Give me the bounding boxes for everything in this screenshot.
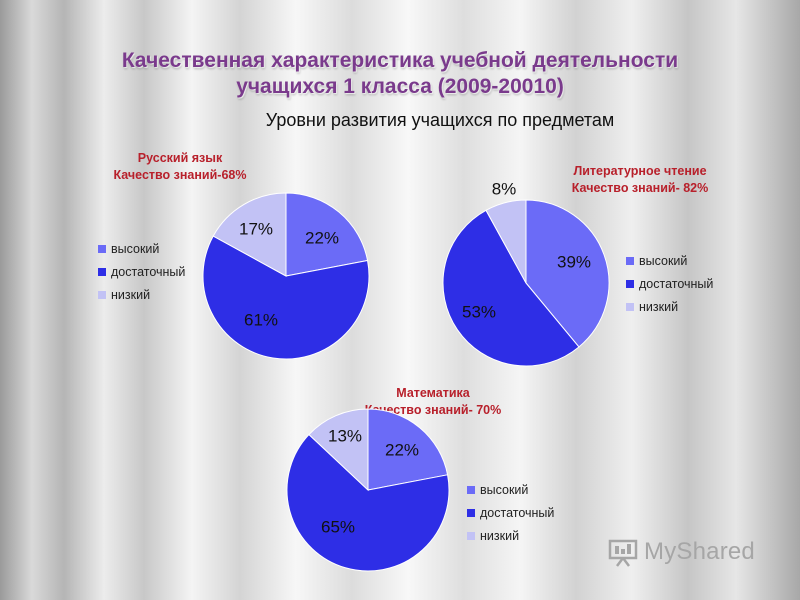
chart-3-quality: Качество знаний- 70% — [364, 403, 502, 417]
page-subtitle: Уровни развития учащихся по предметам — [265, 110, 615, 130]
legend-item-low: низкий — [467, 524, 554, 547]
chart-2-subject: Литературное чтение — [573, 164, 707, 178]
legend-item-low: низкий — [98, 283, 185, 306]
legend-label: низкий — [639, 299, 679, 314]
pie-chart-literary-reading: 39% 53% 8% — [442, 179, 610, 367]
chart-1-subject: Русский язык — [137, 151, 223, 165]
legend-label: высокий — [111, 241, 160, 256]
title-line-1: Качественная характеристика учебной деят… — [121, 49, 679, 72]
legend-item-low: низкий — [626, 295, 713, 318]
legend-label: достаточный — [639, 276, 714, 291]
chart-1-quality: Качество знаний-68% — [113, 168, 247, 182]
pie-slice-low — [212, 192, 287, 277]
watermark: MyShared — [608, 537, 755, 567]
data-label-sufficient: 53% — [462, 302, 496, 321]
data-label-high: 22% — [385, 440, 419, 459]
data-label-low: 17% — [239, 219, 273, 238]
pie-slice-sufficient — [286, 433, 450, 572]
legend-item-sufficient: достаточный — [98, 260, 185, 283]
legend-swatch-sufficient — [626, 279, 634, 288]
chart-2-legend: высокий достаточный низкий — [626, 249, 713, 318]
pie-slice-high — [367, 408, 449, 491]
data-label-high: 39% — [557, 252, 591, 271]
pie-slice-high — [285, 192, 369, 277]
legend-item-high: высокий — [98, 237, 185, 260]
pie-slice-high — [525, 199, 610, 348]
legend-label: достаточный — [480, 505, 555, 520]
legend-swatch-sufficient — [467, 508, 475, 517]
pie-slice-sufficient — [442, 209, 580, 367]
watermark-text: MyShared — [644, 538, 755, 565]
legend-item-high: высокий — [467, 478, 554, 501]
chart-1-title: Русский язык Качество знаний-68% — [80, 150, 280, 184]
legend-swatch-sufficient — [98, 267, 106, 276]
chart-3-legend: высокий достаточный низкий — [467, 478, 554, 547]
legend-label: низкий — [480, 528, 520, 543]
legend-swatch-low — [467, 531, 475, 540]
legend-swatch-low — [98, 290, 106, 299]
title-line-2: учащихся 1 класса (2009-20010) — [236, 75, 564, 98]
data-label-low: 8% — [492, 179, 517, 198]
pie-chart-russian: 22% 61% 17% — [202, 192, 370, 360]
legend-swatch-high — [626, 256, 634, 265]
legend-label: низкий — [111, 287, 151, 302]
data-label-low: 13% — [328, 426, 362, 445]
legend-item-sufficient: достаточный — [467, 501, 554, 524]
legend-swatch-high — [467, 485, 475, 494]
pie-chart-mathematics: 22% 65% 13% — [286, 408, 450, 572]
legend-swatch-low — [626, 302, 634, 311]
data-label-sufficient: 61% — [244, 310, 278, 329]
presentation-icon — [608, 539, 638, 567]
pie-slice-low — [308, 408, 369, 492]
data-label-high: 22% — [305, 228, 339, 247]
legend-label: высокий — [480, 482, 529, 497]
chart-1-legend: высокий достаточный низкий — [98, 237, 185, 306]
legend-label: достаточный — [111, 264, 186, 279]
legend-item-high: высокий — [626, 249, 713, 272]
pie-slice-sufficient — [202, 235, 370, 360]
legend-label: высокий — [639, 253, 688, 268]
chart-2-quality: Качество знаний- 82% — [571, 181, 709, 195]
legend-swatch-high — [98, 244, 106, 253]
page-title: Качественная характеристика учебной деят… — [0, 48, 800, 100]
legend-item-sufficient: достаточный — [626, 272, 713, 295]
chart-3-subject: Математика — [396, 386, 470, 400]
chart-3-title: Математика Качество знаний- 70% — [348, 385, 518, 419]
pie-slice-low — [485, 199, 527, 284]
chart-2-title: Литературное чтение Качество знаний- 82% — [540, 163, 740, 197]
data-label-sufficient: 65% — [321, 517, 355, 536]
